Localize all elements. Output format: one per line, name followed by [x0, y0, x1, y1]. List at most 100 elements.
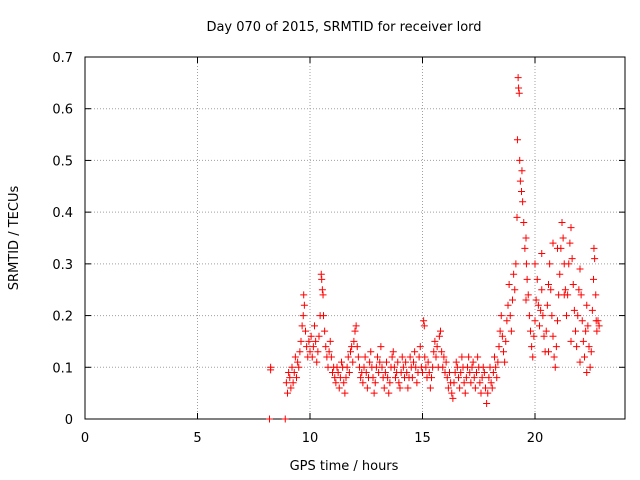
data-point — [573, 343, 581, 351]
y-axis-label: SRMTID / TECUs — [7, 186, 22, 291]
data-point — [443, 374, 451, 382]
data-point — [567, 337, 575, 345]
data-point — [519, 198, 527, 206]
data-point — [343, 363, 351, 371]
data-point — [498, 332, 506, 340]
data-point — [549, 332, 557, 340]
data-point — [496, 327, 504, 335]
grid-lines — [85, 57, 625, 419]
data-point — [420, 317, 428, 325]
data-point — [540, 332, 548, 340]
data-point — [531, 317, 539, 325]
data-point — [488, 384, 496, 392]
data-point — [476, 379, 484, 387]
data-point — [286, 374, 294, 382]
data-point — [525, 312, 533, 320]
data-point — [530, 332, 538, 340]
data-point — [422, 363, 430, 371]
data-point — [485, 374, 493, 382]
data-point — [308, 353, 316, 361]
data-point — [431, 337, 439, 345]
data-point — [556, 270, 564, 278]
data-point — [394, 358, 402, 366]
data-point — [559, 234, 567, 242]
data-point — [569, 281, 577, 289]
data-point — [392, 374, 399, 382]
data-point — [428, 374, 435, 382]
data-point — [581, 353, 588, 361]
data-point — [570, 306, 578, 314]
data-point — [366, 358, 374, 366]
data-point — [538, 286, 546, 294]
data-point — [389, 348, 397, 356]
data-point — [319, 291, 327, 299]
data-point — [410, 358, 417, 366]
data-point — [467, 379, 475, 387]
data-point — [504, 301, 512, 309]
data-point — [484, 389, 492, 397]
data-point — [371, 379, 379, 387]
data-point — [411, 348, 419, 356]
data-point — [332, 379, 340, 387]
y-tick-label: 0 — [65, 413, 73, 428]
data-point — [378, 363, 386, 371]
data-point — [512, 260, 520, 268]
data-point — [320, 312, 327, 320]
y-tick-label: 0.5 — [52, 154, 73, 169]
data-point — [351, 327, 359, 335]
data-point — [425, 368, 433, 376]
data-point — [353, 343, 361, 351]
data-point — [390, 363, 398, 371]
data-point — [492, 363, 500, 371]
data-point — [514, 74, 522, 82]
data-point — [326, 337, 334, 345]
data-point — [533, 275, 541, 283]
data-point — [491, 353, 498, 361]
axis-ticks — [84, 56, 625, 420]
data-point — [528, 343, 536, 351]
data-point — [424, 358, 432, 366]
data-point — [383, 358, 390, 366]
data-point — [560, 291, 568, 299]
data-point — [458, 353, 466, 361]
data-point — [480, 368, 488, 376]
data-point — [482, 384, 489, 392]
data-point — [438, 348, 446, 356]
data-point — [510, 270, 518, 278]
y-axis-tick-labels: 0 0.1 0.2 0.3 0.4 0.5 0.6 0.7 — [52, 51, 73, 428]
data-point — [503, 317, 511, 325]
data-point — [483, 399, 491, 407]
data-point — [576, 358, 584, 366]
data-point — [536, 322, 543, 330]
data-point — [565, 260, 573, 268]
data-point — [509, 296, 516, 304]
data-point — [338, 358, 345, 366]
data-point — [318, 286, 326, 294]
data-point — [579, 337, 587, 345]
data-point — [568, 255, 576, 263]
data-point — [511, 286, 519, 294]
data-point — [550, 353, 558, 361]
data-point — [566, 239, 574, 247]
data-point — [444, 384, 452, 392]
data-point — [520, 218, 528, 226]
data-point — [469, 358, 477, 366]
x-tick-label: 10 — [302, 431, 319, 446]
data-point — [374, 353, 381, 361]
data-point — [502, 337, 510, 345]
data-point — [456, 384, 464, 392]
data-point — [363, 384, 371, 392]
data-point — [593, 327, 601, 335]
data-point — [515, 89, 523, 97]
data-point — [478, 374, 486, 382]
data-point — [590, 275, 597, 283]
x-tick-label: 5 — [193, 431, 201, 446]
data-point — [487, 379, 495, 387]
data-point — [497, 312, 505, 320]
data-point — [572, 327, 579, 335]
data-point — [432, 353, 440, 361]
data-point — [402, 358, 410, 366]
data-point — [359, 379, 367, 387]
data-point — [312, 337, 320, 345]
data-point — [370, 389, 378, 397]
